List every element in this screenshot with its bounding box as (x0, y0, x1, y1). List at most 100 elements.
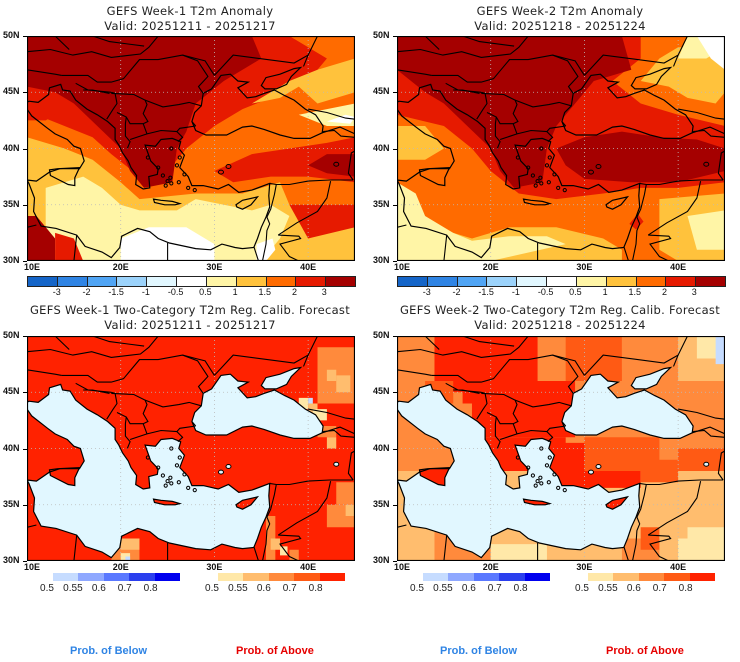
border-line (717, 150, 725, 181)
island-dot (562, 488, 567, 493)
border-line (583, 336, 688, 376)
prob-above-colorbar-week2 (588, 573, 716, 581)
y-tick-label: 45N (373, 86, 390, 97)
island-dot (160, 173, 165, 178)
map-frame (27, 36, 355, 261)
prob-below-colorbar-week1 (53, 573, 181, 581)
x-tick-label: 40E (670, 262, 687, 272)
prob-colorbar-swatch (103, 573, 130, 581)
colorbar-tick-label: 1 (602, 287, 608, 297)
lake (225, 464, 232, 469)
island-dot (544, 163, 550, 168)
prob-above-cell-10 (565, 336, 622, 381)
y-tick-label: 50N (3, 330, 20, 340)
island-dot (530, 173, 535, 178)
border-line (61, 54, 215, 83)
footer-prob-above-right: Prob. of Above (606, 645, 684, 657)
prob-above-cell-17 (490, 544, 547, 561)
border-line (213, 36, 318, 76)
border-line (647, 480, 702, 536)
border-line (494, 416, 501, 449)
border-line (266, 484, 277, 518)
border-line (269, 179, 354, 186)
island-dot (546, 180, 551, 185)
prob-colorbar-swatch (129, 573, 155, 581)
y-tick-label: 30N (3, 555, 20, 565)
border-line (129, 133, 148, 141)
coastline (191, 373, 324, 440)
chart-subtitle: Valid: 20251211 - 20251217 (104, 19, 276, 33)
anomaly-region-2 (45, 176, 290, 261)
title-week2-prob: GEFS Week-2 Two-Category T2m Reg. Calib.… (380, 303, 740, 333)
colorbar-swatch (87, 277, 118, 286)
border-line (308, 108, 355, 120)
coastline (235, 495, 260, 510)
colorbar-tick-label: 0.5 (569, 287, 582, 297)
border-line (83, 89, 110, 94)
colorbar-tick-label: -2 (82, 287, 91, 297)
prob-colorbar-tick-label: 0.55 (598, 583, 618, 594)
prob-colorbar-tick-label: 0.6 (91, 583, 106, 594)
prob-colorbar-swatch (638, 573, 665, 581)
coastline (191, 73, 324, 140)
y-tick-label: 50N (3, 30, 20, 40)
prob-colorbar-tick-label: 0.6 (461, 583, 476, 594)
prob-above-cell-5 (312, 409, 327, 421)
y-tick (23, 504, 27, 506)
lake (703, 461, 710, 467)
colorbar-swatch (517, 277, 548, 286)
prob-above-cell-9 (678, 448, 725, 471)
y-tick (23, 36, 27, 37)
prob-above-cell-3 (308, 403, 318, 415)
anomaly-region-15 (289, 204, 355, 239)
island-dot (515, 155, 520, 160)
chart-title: GEFS Week-1 Two-Category T2m Reg. Calib.… (29, 303, 351, 317)
prob-colorbar-tick-label: 0.7 (282, 583, 297, 594)
prob-colorbar-tick-label: 0.5 (205, 583, 219, 594)
anomaly-region-5 (397, 126, 444, 160)
island-dot (538, 175, 543, 180)
prob-above-cell-1 (326, 369, 337, 381)
anomaly-region-12 (629, 213, 644, 230)
border-line (73, 535, 78, 561)
colorbar-swatch (236, 277, 267, 286)
island-dot (526, 165, 531, 170)
mediterranean-sea (27, 384, 270, 558)
prob-above-cell-2 (336, 375, 351, 393)
sea-of-azov (631, 367, 671, 389)
prob-colorbar-swatch (689, 573, 716, 581)
colorbar-swatch (206, 277, 237, 286)
border-line (499, 133, 518, 141)
prob-colorbar-tick-label: 0.8 (308, 583, 323, 594)
prob-below-cell-0 (715, 336, 725, 365)
island-dot (539, 181, 544, 186)
prob-colorbar-tick-label: 0.55 (433, 583, 453, 594)
border-line (462, 36, 515, 47)
island-dot (169, 181, 174, 186)
colorbar-tick-label: 2 (292, 287, 298, 297)
anomaly-region-14 (55, 232, 84, 261)
x-tick-label: 30E (576, 562, 593, 572)
colorbar-tick-label: 3 (321, 287, 327, 297)
border-line (636, 484, 647, 518)
island-dot (552, 172, 557, 177)
y-tick (393, 504, 397, 506)
island-dot (539, 481, 544, 486)
title-week1-anomaly: GEFS Week-1 T2m Anomaly Valid: 20251211 … (20, 4, 360, 34)
coastline (27, 383, 271, 559)
island-dot (556, 185, 561, 190)
island-dot (533, 483, 538, 488)
coastline (48, 466, 81, 487)
coastline (522, 198, 553, 206)
island-dot (192, 488, 197, 493)
map-week2-anomaly (397, 36, 725, 261)
y-tick-label: 30N (373, 255, 390, 265)
anomaly-region-2 (397, 182, 566, 261)
border-line (397, 369, 432, 376)
border-line (27, 224, 37, 228)
anomaly-region-10 (326, 114, 355, 124)
border-line (397, 69, 432, 76)
border-line (552, 54, 579, 94)
prob-colorbar-swatch (473, 573, 500, 581)
colorbar-swatch (696, 277, 725, 286)
